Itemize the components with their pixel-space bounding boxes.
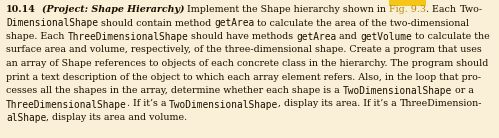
Text: (Project: Shape Hierarchy): (Project: Shape Hierarchy) [42, 5, 184, 14]
Text: 10.14: 10.14 [6, 5, 36, 14]
FancyBboxPatch shape [389, 0, 426, 6]
Text: Two-: Two- [460, 5, 483, 14]
Text: to calculate the: to calculate the [412, 32, 490, 41]
Text: , display its area. If it’s a: , display its area. If it’s a [278, 99, 400, 108]
Text: shape. Each: shape. Each [6, 32, 67, 41]
Text: TwoDimensionalShape: TwoDimensionalShape [169, 99, 278, 109]
Text: . If it’s a: . If it’s a [127, 99, 169, 108]
Text: alShape: alShape [6, 113, 46, 123]
Text: and: and [336, 32, 360, 41]
Text: , display its area and volume.: , display its area and volume. [46, 113, 188, 122]
Text: Fig. 9.3: Fig. 9.3 [389, 5, 426, 14]
Text: getArea: getArea [296, 32, 336, 42]
Text: ThreeDimensionalShape: ThreeDimensionalShape [6, 99, 127, 109]
Text: an array of Shape references to objects of each concrete class in the hierarchy.: an array of Shape references to objects … [6, 59, 489, 68]
Text: getVolume: getVolume [360, 32, 412, 42]
Text: print a text description of the object to which each array element refers. Also,: print a text description of the object t… [6, 72, 481, 82]
Text: DimensionalShape: DimensionalShape [6, 18, 98, 29]
Text: getArea: getArea [214, 18, 254, 29]
Text: to calculate the area of the two-dimensional: to calculate the area of the two-dimensi… [254, 18, 470, 27]
Text: ThreeDimensionalShape: ThreeDimensionalShape [67, 32, 188, 42]
Text: cesses all the shapes in the array, determine whether each shape is a: cesses all the shapes in the array, dete… [6, 86, 343, 95]
Text: should contain method: should contain method [98, 18, 214, 27]
Text: ThreeDimension-: ThreeDimension- [400, 99, 483, 108]
Text: Implement the Shape hierarchy shown in: Implement the Shape hierarchy shown in [184, 5, 389, 14]
Text: should have methods: should have methods [188, 32, 296, 41]
Text: surface area and volume, respectively, of the three-dimensional shape. Create a : surface area and volume, respectively, o… [6, 46, 482, 55]
Text: or a: or a [452, 86, 474, 95]
Text: . Each: . Each [426, 5, 460, 14]
Text: TwoDimensionalShape: TwoDimensionalShape [343, 86, 452, 96]
